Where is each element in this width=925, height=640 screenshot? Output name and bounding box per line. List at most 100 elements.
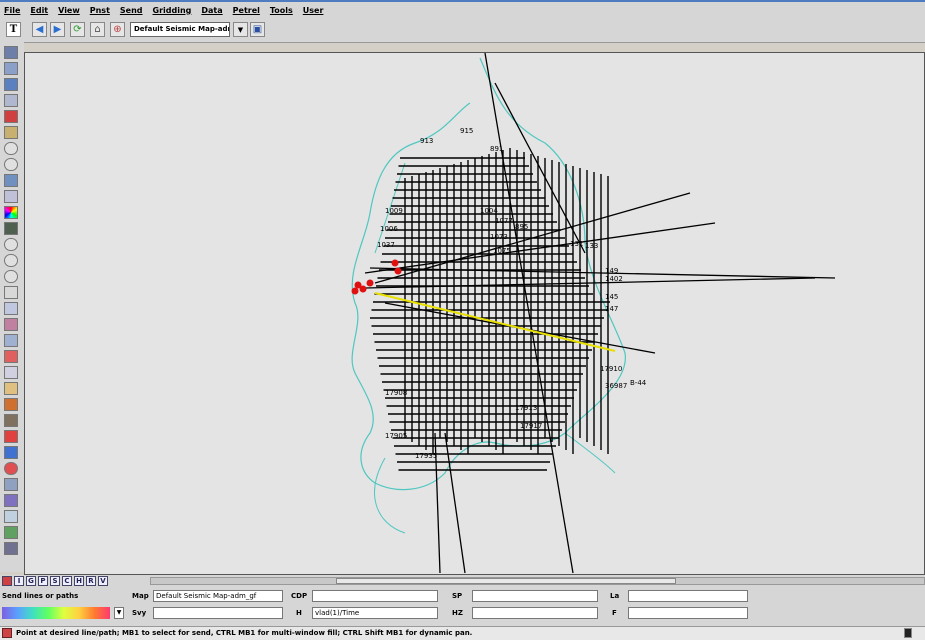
- line-label: 1004: [480, 207, 498, 215]
- color-tool-icon[interactable]: [4, 206, 18, 219]
- h-field[interactable]: vlad(1)/Time: [312, 607, 438, 619]
- tab-g[interactable]: G: [26, 576, 36, 586]
- magnify-area-tool-icon[interactable]: [4, 270, 18, 283]
- menu-user[interactable]: User: [302, 5, 324, 15]
- frame-tool-icon[interactable]: [4, 286, 18, 299]
- tab-h[interactable]: H: [74, 576, 84, 586]
- line-label: 1075: [493, 247, 511, 255]
- grid-tool-icon[interactable]: [4, 190, 18, 203]
- menu-gridding[interactable]: Gridding: [152, 5, 192, 15]
- regional-seismic-line: [369, 267, 836, 279]
- status-message: Point at desired line/path; MB1 to selec…: [16, 629, 473, 637]
- menu-send[interactable]: Send: [119, 5, 143, 15]
- scale-tool-icon[interactable]: [4, 510, 18, 523]
- back-icon[interactable]: ◀: [32, 22, 47, 37]
- map-canvas[interactable]: 913 915 891 1077 1073 1075 895 133 131 1004 149 140…: [24, 52, 925, 575]
- line-label: 895: [515, 223, 528, 231]
- svy-field[interactable]: [153, 607, 283, 619]
- zoom-in-tool-icon[interactable]: [4, 142, 18, 155]
- line-label: 145: [605, 293, 618, 301]
- ruler-tool-icon[interactable]: [4, 350, 18, 363]
- menu-file[interactable]: File: [4, 5, 21, 15]
- menu-pnst[interactable]: Pnst: [89, 5, 110, 15]
- contour-tool-icon[interactable]: [4, 222, 18, 235]
- line-label: 1037: [377, 241, 395, 249]
- magnify-minus-tool-icon[interactable]: [4, 254, 18, 267]
- tab-v[interactable]: V: [98, 576, 108, 586]
- tab-s[interactable]: S: [50, 576, 60, 586]
- line-tool-icon[interactable]: [4, 494, 18, 507]
- menu-petrel[interactable]: Petrel: [232, 5, 260, 15]
- line-label: B-44: [630, 379, 647, 387]
- tab-i[interactable]: I: [14, 576, 24, 586]
- line-label: 1402: [605, 275, 623, 283]
- horizontal-scrollbar[interactable]: [150, 577, 925, 585]
- draw-tool-icon[interactable]: [4, 126, 18, 139]
- pick-tool-icon[interactable]: [4, 382, 18, 395]
- cdp-field[interactable]: [312, 590, 438, 602]
- profile-tool-icon[interactable]: [4, 302, 18, 315]
- scrollbar-thumb[interactable]: [336, 578, 676, 584]
- zoom-out-tool-icon[interactable]: [4, 158, 18, 171]
- well-marker: [351, 287, 359, 295]
- menu-data[interactable]: Data: [201, 5, 223, 15]
- sp-label: SP: [452, 592, 463, 600]
- menu-edit[interactable]: Edit: [30, 5, 49, 15]
- pencil-tool-icon[interactable]: [4, 398, 18, 411]
- tool-palette: [0, 42, 24, 572]
- menu-bar: File Edit View Pnst Send Gridding Data P…: [0, 0, 925, 18]
- plant-tool-icon[interactable]: [4, 526, 18, 539]
- f-label: F: [612, 609, 617, 617]
- layers-tool-icon[interactable]: [4, 62, 18, 75]
- color-scale-bar[interactable]: [2, 607, 110, 619]
- image-tool-icon[interactable]: [4, 318, 18, 331]
- la-field[interactable]: [628, 590, 748, 602]
- regional-seismic-line: [484, 53, 574, 574]
- map-template-select[interactable]: Default Seismic Map-adm: [130, 22, 230, 37]
- filter-tool-icon[interactable]: [4, 78, 18, 91]
- line-label: 149: [605, 267, 618, 275]
- red-box-tool-icon[interactable]: [4, 110, 18, 123]
- well-marker: [366, 279, 374, 287]
- tab-p[interactable]: P: [38, 576, 48, 586]
- f-field[interactable]: [628, 607, 748, 619]
- forward-icon[interactable]: ▶: [50, 22, 65, 37]
- line-label: 17935: [415, 452, 437, 460]
- blank-tool-icon[interactable]: [4, 366, 18, 379]
- coastline: [351, 57, 626, 491]
- menu-tools[interactable]: Tools: [269, 5, 293, 15]
- line-label: 1009: [385, 207, 403, 215]
- magnify-tool-icon[interactable]: [4, 238, 18, 251]
- sp-field[interactable]: [472, 590, 598, 602]
- color-dropdown-icon[interactable]: ▼: [114, 607, 124, 619]
- red-flag-icon[interactable]: [2, 576, 12, 586]
- map-field[interactable]: Default Seismic Map-adm_gf: [153, 590, 283, 602]
- target-tool-icon[interactable]: [4, 462, 18, 475]
- select-tool-icon[interactable]: [4, 46, 18, 59]
- save-icon[interactable]: ▣: [250, 22, 265, 37]
- tab-c[interactable]: C: [62, 576, 72, 586]
- marker-tool-icon[interactable]: [4, 430, 18, 443]
- line-label: 913: [420, 137, 433, 145]
- table-tool-icon[interactable]: [4, 334, 18, 347]
- well-marker: [394, 267, 402, 275]
- line-label: 133: [585, 242, 598, 250]
- diagonal-tool-icon[interactable]: [4, 542, 18, 555]
- dropdown-icon[interactable]: ▼: [233, 22, 248, 37]
- hz-field[interactable]: [472, 607, 598, 619]
- text-tool-icon[interactable]: T: [6, 22, 21, 37]
- refresh-icon[interactable]: ⟳: [70, 22, 85, 37]
- well-tool-icon[interactable]: [4, 414, 18, 427]
- selected-seismic-line: [374, 292, 616, 352]
- list-tool-icon[interactable]: [4, 94, 18, 107]
- message-bar: Point at desired line/path; MB1 to selec…: [0, 626, 925, 640]
- window-tool-icon[interactable]: [4, 174, 18, 187]
- indicator-icon: [904, 628, 912, 638]
- tab-r[interactable]: R: [86, 576, 96, 586]
- arrow-tool-icon[interactable]: [4, 478, 18, 491]
- zoom-icon[interactable]: ⊕: [110, 22, 125, 37]
- menu-view[interactable]: View: [58, 5, 80, 15]
- paint-tool-icon[interactable]: [4, 446, 18, 459]
- home-icon[interactable]: ⌂: [90, 22, 105, 37]
